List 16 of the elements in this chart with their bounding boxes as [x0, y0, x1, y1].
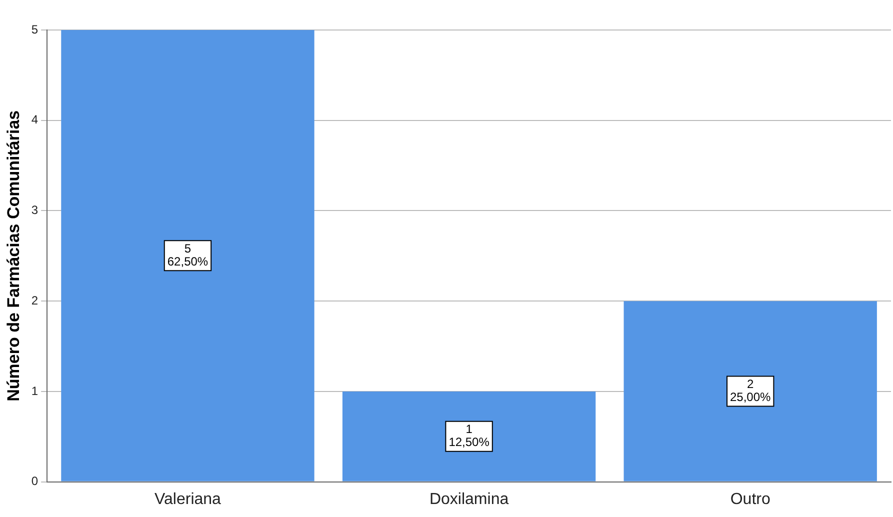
x-tick-label: Outro — [730, 490, 770, 508]
x-tick-label: Doxilamina — [429, 490, 509, 508]
data-label: 1 12,50% — [448, 422, 490, 450]
data-label: 5 62,50% — [167, 241, 208, 268]
y-tick-label: 4 — [31, 112, 38, 127]
y-tick-label: 1 — [31, 384, 38, 398]
bar — [342, 391, 596, 482]
y-tick-label: 5 — [31, 22, 38, 36]
y-tick-label: 3 — [31, 203, 38, 218]
bar — [61, 30, 314, 482]
y-axis-title: Número de Farmácias Comunitárias — [4, 110, 23, 402]
y-tick-label: 0 — [31, 474, 38, 488]
data-label: 2 25,00% — [730, 377, 772, 404]
x-tick-label: Valeriana — [154, 490, 222, 508]
bar — [624, 301, 877, 482]
y-tick-label: 2 — [31, 293, 38, 308]
